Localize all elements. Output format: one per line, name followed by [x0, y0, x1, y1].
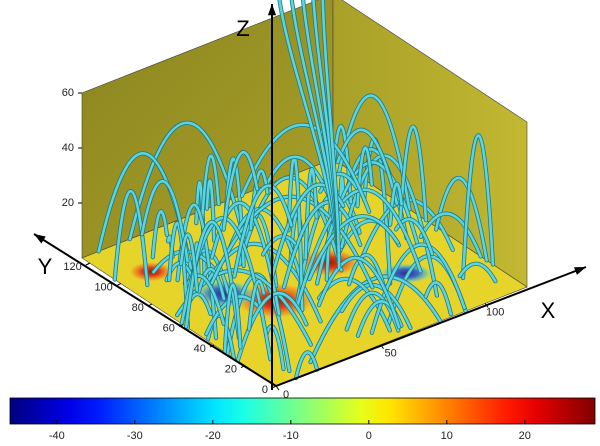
field-line: [240, 123, 371, 214]
field-line: [315, 161, 420, 285]
field-line: [461, 134, 495, 280]
field-line: [151, 210, 169, 259]
field-line: [167, 221, 190, 330]
scene: [81, 0, 528, 387]
field-line: [222, 150, 259, 231]
y-tick-label: 80: [132, 302, 144, 314]
y-tick: [240, 365, 246, 368]
z-tick-label: 20: [62, 197, 74, 209]
field-line: [336, 128, 399, 205]
colorbar-tick-label: -30: [127, 430, 143, 442]
y-tick: [147, 303, 153, 307]
field-line: [424, 281, 453, 316]
y-tick-label: 20: [225, 363, 237, 375]
field-line: [179, 233, 199, 292]
field-line: [321, 0, 340, 237]
y-tick: [116, 283, 122, 287]
field-line: [247, 279, 266, 331]
field-line: [294, 351, 319, 380]
axis-arrow: [267, 4, 277, 16]
field-line: [200, 154, 220, 221]
field-line: [264, 324, 285, 371]
field-line: [287, 155, 304, 312]
field-line: [233, 184, 293, 278]
y-tick-label: 40: [194, 343, 206, 355]
field-line: [309, 275, 442, 364]
field-line: [458, 262, 497, 283]
field-line: [197, 267, 226, 300]
y-tick: [178, 324, 184, 328]
field-line: [140, 180, 189, 263]
y-tick-label: 60: [163, 322, 175, 334]
colorbar-tick-label: -40: [49, 430, 65, 442]
floor-patch: [128, 261, 173, 282]
field-line: [345, 291, 400, 332]
field-line: [347, 253, 386, 290]
field-line: [261, 234, 297, 256]
y-tick-label: 0: [262, 384, 268, 396]
x-tick-label: 50: [384, 348, 396, 360]
field-line: [340, 283, 412, 330]
colorbar-tick-label: 0: [366, 430, 372, 442]
y-tick: [85, 262, 90, 266]
x-tick-label: 100: [486, 306, 504, 318]
colorbar-tick-label: -10: [283, 430, 299, 442]
colorbar: [9, 397, 596, 425]
y-tick-label: 100: [94, 282, 112, 294]
z-axis-label: Z: [236, 16, 249, 41]
x-axis-label: X: [541, 298, 556, 323]
axis-line: [275, 266, 587, 387]
field-line: [282, 200, 362, 289]
field-line: [113, 189, 149, 287]
field-line: [175, 268, 313, 346]
field-line: [308, 214, 400, 281]
field-line: [419, 212, 482, 258]
field-line: [398, 125, 428, 227]
field-line: [434, 176, 488, 262]
z-tick-label: 60: [62, 87, 74, 99]
x-tick-label: 0: [283, 389, 289, 401]
field-line: [337, 94, 411, 211]
y-tick: [271, 385, 277, 389]
axis-arrow: [34, 234, 46, 244]
field-line: [223, 283, 242, 354]
field-line: [338, 175, 345, 229]
y-tick: [209, 344, 215, 348]
colorbar-tick-label: 20: [519, 430, 531, 442]
x-tick: [484, 303, 489, 308]
axis-arrow: [574, 267, 586, 275]
colorbar-tick-label: 10: [441, 430, 453, 442]
axis-line: [33, 233, 277, 387]
z-tick-label: 40: [62, 142, 74, 154]
y-axis-label: Y: [38, 254, 53, 279]
field-line: [317, 256, 401, 329]
y-tick-label: 120: [63, 261, 81, 273]
x-tick: [275, 385, 280, 391]
colorbar-tick-label: -20: [205, 430, 221, 442]
x-tick: [380, 344, 384, 350]
